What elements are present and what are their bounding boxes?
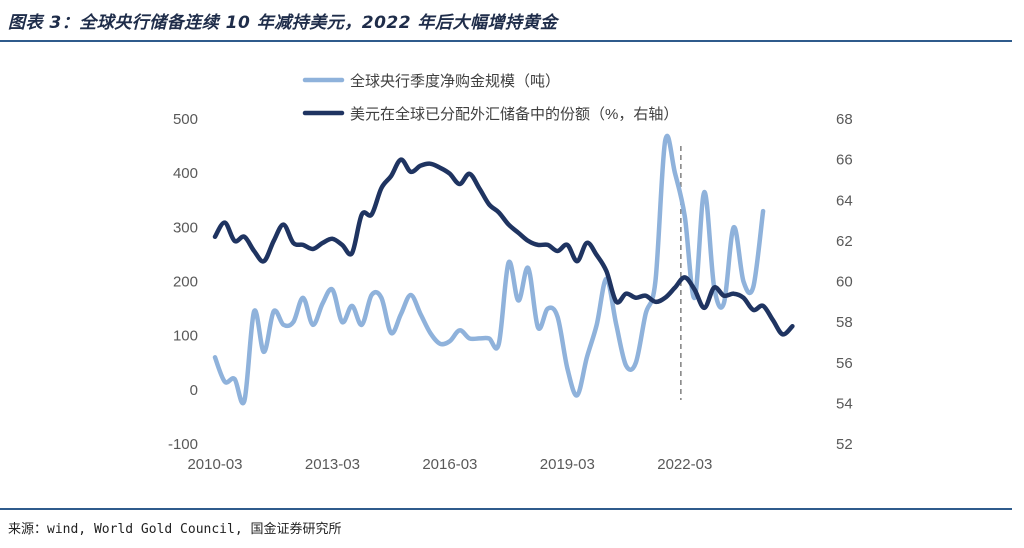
right-tick-label: 52	[836, 436, 853, 453]
x-tick-label: 2022-03	[657, 456, 712, 473]
right-tick-label: 66	[836, 152, 853, 169]
figure-title: 图表 3：全球央行储备连续 10 年减持美元，2022 年后大幅增持黄金	[8, 13, 558, 33]
left-tick-label: -100	[168, 436, 198, 453]
chart-area: 全球央行季度净购金规模（吨） 美元在全球已分配外汇储备中的份额（%，右轴） -1…	[168, 72, 853, 473]
left-tick-label: 200	[173, 274, 198, 291]
legend-usd-label: 美元在全球已分配外汇储备中的份额（%，右轴）	[350, 105, 678, 123]
right-tick-label: 60	[836, 274, 853, 291]
left-tick-label: 400	[173, 165, 198, 182]
bottom-rule	[0, 508, 1012, 510]
right-tick-label: 64	[836, 192, 853, 209]
right-tick-label: 56	[836, 355, 853, 372]
right-tick-label: 68	[836, 111, 853, 128]
legend: 全球央行季度净购金规模（吨） 美元在全球已分配外汇储备中的份额（%，右轴）	[302, 72, 678, 123]
series-line-usd-share	[212, 157, 795, 337]
left-axis: -100 0 100 200 300 400 500	[168, 111, 198, 453]
right-tick-label: 58	[836, 314, 853, 331]
left-tick-label: 500	[173, 111, 198, 128]
x-tick-label: 2019-03	[540, 456, 595, 473]
x-axis: 2010-03 2013-03 2016-03 2019-03 2022-03	[187, 456, 712, 473]
x-tick-label: 2013-03	[305, 456, 360, 473]
legend-gold-label: 全球央行季度净购金规模（吨）	[350, 72, 560, 90]
left-tick-label: 0	[190, 382, 198, 399]
right-tick-label: 62	[836, 233, 853, 250]
left-tick-label: 300	[173, 219, 198, 236]
right-tick-label: 54	[836, 395, 853, 412]
right-axis: 52 54 56 58 60 62 64 66 68	[836, 111, 853, 453]
x-tick-label: 2010-03	[187, 456, 242, 473]
x-tick-label: 2016-03	[422, 456, 477, 473]
source-note: 来源：wind, World Gold Council, 国金证券研究所	[8, 522, 342, 537]
series-line-gold-purchases	[212, 133, 766, 406]
top-rule	[0, 40, 1012, 42]
left-tick-label: 100	[173, 328, 198, 345]
